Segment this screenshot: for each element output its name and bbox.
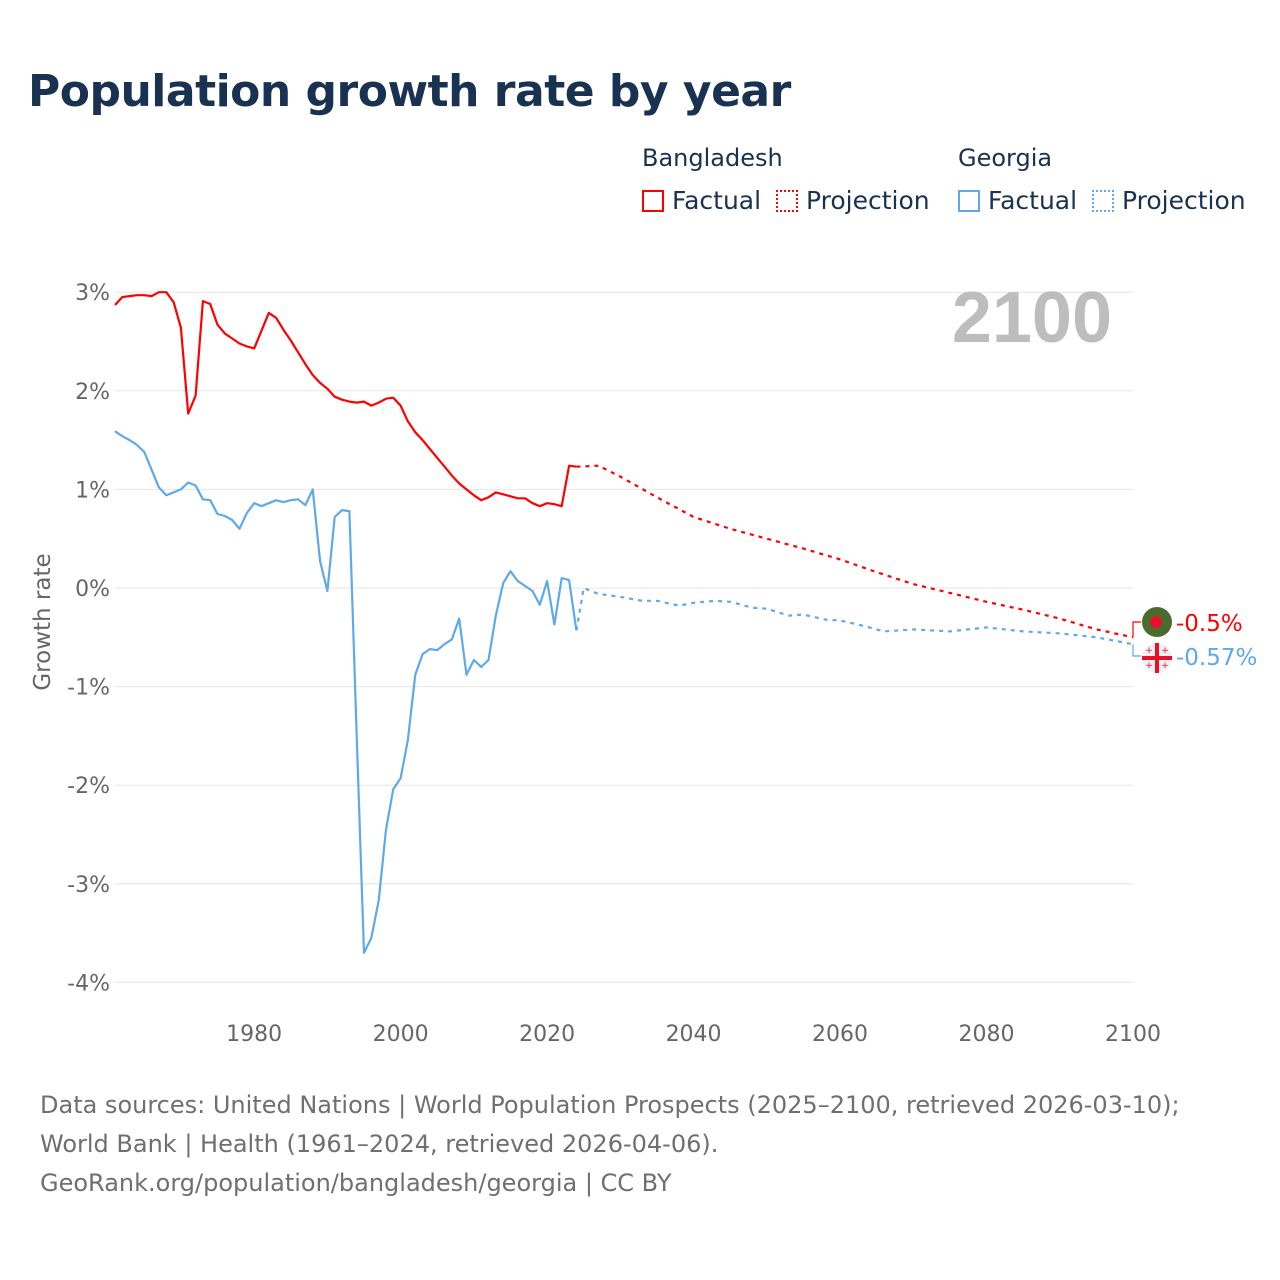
legend-georgia-projection[interactable]: Projection [1092,186,1246,215]
series-georgia-factual [114,430,578,954]
y-tick-label: -1% [67,676,110,701]
y-tick-label: 3% [75,281,110,306]
end-value-label: -0.5% [1176,611,1243,637]
legend-swatch-dotted [776,189,798,212]
y-tick-label: -3% [67,873,110,898]
series-bangladesh-projection [576,464,1134,639]
data-sources: Data sources: United Nations | World Pop… [40,1091,1180,1158]
x-tick-label: 2080 [959,1022,1015,1047]
chart-title: Population growth rate by year [28,66,791,117]
y-tick-label: 1% [75,478,110,503]
series-bangladesh-factual [114,291,577,508]
flag-small-cross: + [1161,661,1169,671]
x-tick-label: 2000 [373,1022,429,1047]
x-tick-label: 2100 [1105,1022,1161,1047]
y-tick-label: -4% [67,971,110,996]
x-tick-label: 2060 [812,1022,868,1047]
y-tick-label: 0% [75,577,110,602]
legend-georgia-factual[interactable]: Factual [958,186,1077,215]
leader-line [1132,644,1141,657]
y-tick-label: -2% [67,774,110,799]
legend-label: Projection [806,186,930,215]
legend-swatch-dotted [1092,189,1114,212]
x-tick-label: 2040 [666,1022,722,1047]
footer: Data sources: United Nations | World Pop… [40,1086,1240,1203]
x-tick-label: 2020 [519,1022,575,1047]
source-url[interactable]: GeoRank.org/population/bangladesh/georgi… [40,1169,672,1197]
legend-label: Factual [672,186,762,215]
legend-group-bangladesh: Bangladesh [642,144,783,172]
legend-group-georgia: Georgia [958,144,1053,172]
flag-cross [1155,643,1159,673]
y-axis-label: Growth rate [30,553,56,690]
series-georgia-projection [575,586,1134,646]
flag-small-cross: + [1161,646,1169,656]
x-tick-label: 1980 [226,1022,282,1047]
legend-bangladesh-factual[interactable]: Factual [642,186,761,215]
legend-label: Projection [1122,186,1246,215]
legend-bangladesh-projection[interactable]: Projection [776,186,930,215]
end-value-label: -0.57% [1176,645,1257,671]
leader-line [1132,621,1141,638]
flag-small-cross: + [1145,661,1153,671]
legend-swatch-solid [958,189,980,212]
flag-small-cross: + [1145,646,1153,656]
legend-swatch-solid [642,189,664,212]
legend-label: Factual [988,186,1078,215]
year-display: 2100 [952,278,1112,358]
y-tick-label: 2% [75,380,110,405]
flag-disc [1150,616,1162,628]
